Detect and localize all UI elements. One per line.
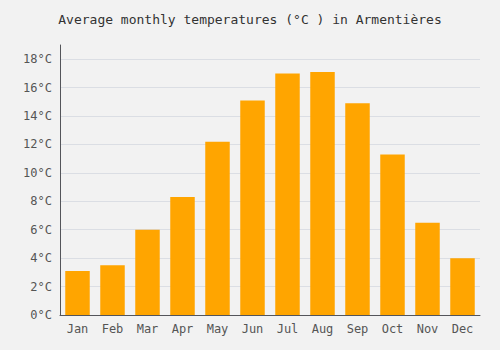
svg-text:Mar: Mar [137, 322, 159, 336]
svg-text:Aug: Aug [312, 322, 334, 336]
svg-text:Oct: Oct [382, 322, 404, 336]
svg-text:May: May [207, 322, 229, 336]
svg-text:8°C: 8°C [30, 194, 52, 208]
svg-text:Average monthly temperatures (: Average monthly temperatures (°C ) in Ar… [58, 12, 442, 27]
svg-text:Jun: Jun [242, 322, 264, 336]
svg-text:6°C: 6°C [30, 223, 52, 237]
svg-text:18°C: 18°C [23, 52, 52, 66]
svg-text:16°C: 16°C [23, 81, 52, 95]
svg-text:12°C: 12°C [23, 137, 52, 151]
svg-text:14°C: 14°C [23, 109, 52, 123]
svg-text:0°C: 0°C [30, 308, 52, 322]
svg-text:4°C: 4°C [30, 251, 52, 265]
svg-text:Apr: Apr [172, 322, 194, 336]
svg-text:Jan: Jan [67, 322, 89, 336]
svg-text:Sep: Sep [347, 322, 369, 336]
svg-text:Jul: Jul [277, 322, 299, 336]
svg-text:2°C: 2°C [30, 280, 52, 294]
svg-text:Feb: Feb [102, 322, 124, 336]
svg-text:Dec: Dec [452, 322, 474, 336]
svg-text:10°C: 10°C [23, 166, 52, 180]
svg-text:Nov: Nov [417, 322, 439, 336]
